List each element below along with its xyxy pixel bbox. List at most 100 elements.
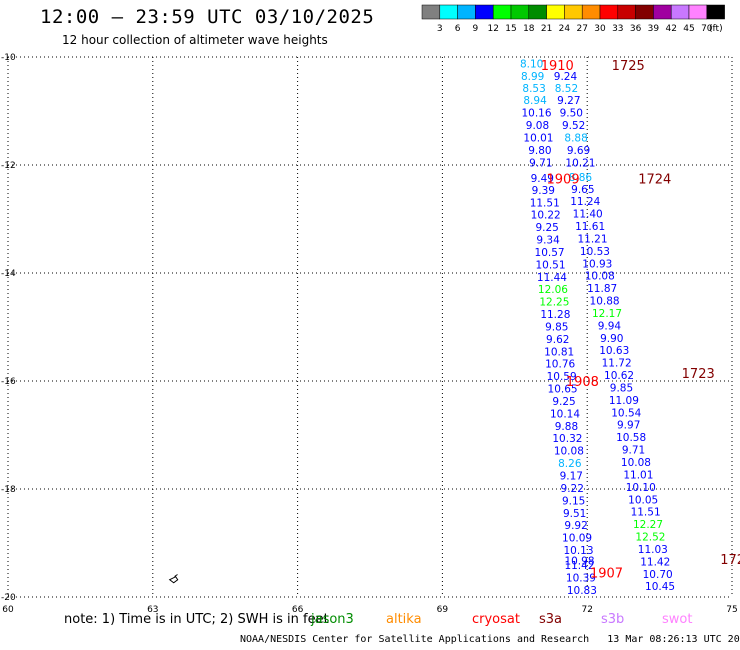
swh-value: 9.24 [554, 71, 578, 83]
y-tick-label: -16 [1, 377, 16, 387]
swh-value: 11.09 [609, 395, 639, 407]
swh-value: 12.27 [633, 519, 663, 531]
swh-value: 10.88 [590, 296, 620, 308]
swh-value: 9.62 [546, 334, 569, 346]
x-tick-label: 75 [726, 605, 737, 615]
swh-value: 10.16 [521, 108, 551, 120]
swh-value: 11.42 [564, 560, 594, 572]
swh-value: 11.28 [540, 309, 570, 321]
track-label: 1909 [547, 173, 580, 188]
swh-value: 9.71 [529, 157, 552, 169]
satellite-jason3: jason3 [311, 612, 354, 627]
legend-tick-label: 45 [683, 24, 694, 34]
swh-value: 10.65 [548, 384, 578, 396]
swh-value: 8.86 [569, 172, 593, 184]
swh-value: 9.69 [567, 145, 590, 157]
swh-value: 10.62 [604, 370, 634, 382]
swh-value: 9.34 [536, 235, 560, 247]
swh-value: 10.08 [554, 446, 584, 458]
swh-value: 9.22 [561, 483, 584, 495]
pass-label: 1725 [612, 59, 645, 74]
swh-value: 11.24 [570, 196, 600, 208]
swh-value: 10.08 [585, 271, 615, 283]
legend-tick-label: 30 [594, 24, 606, 34]
x-tick-label: 66 [292, 605, 304, 615]
swh-value: 10.21 [565, 157, 595, 169]
swh-value: 9.65 [571, 184, 594, 196]
swh-value: 11.51 [631, 507, 661, 519]
swh-value: 8.26 [558, 458, 582, 470]
swh-value: 8.88 [564, 132, 587, 144]
swh-value: 12.25 [539, 297, 569, 309]
swh-value: 9.85 [610, 382, 633, 394]
footer: NOAA/NESDIS Center for Satellite Applica… [240, 634, 740, 645]
swh-value: 10.09 [562, 533, 592, 545]
y-tick-label: -10 [1, 53, 16, 63]
legend-tick-label: 18 [523, 24, 535, 34]
x-tick-label: 63 [147, 605, 158, 615]
swh-value: 10.57 [535, 247, 565, 259]
swh-value: 11.51 [530, 197, 560, 209]
legend-tick-label: 6 [455, 24, 461, 34]
swh-value: 9.27 [557, 95, 580, 107]
swh-value: 10.32 [552, 433, 582, 445]
swh-value: 9.39 [532, 185, 555, 197]
x-tick-label: 72 [581, 605, 592, 615]
swh-value: 9.52 [562, 120, 585, 132]
legend-tick-label: 27 [576, 24, 587, 34]
swh-value: 9.08 [526, 120, 549, 132]
swh-value: 10.13 [563, 545, 593, 557]
page-title: 12:00 — 23:59 UTC 03/10/2025 [40, 6, 375, 28]
pass-label: 1722 [720, 553, 740, 568]
swh-value: 11.21 [577, 233, 607, 245]
swh-value: 11.61 [575, 221, 605, 233]
footer-timestamp: 13 Mar 08:26:13 UTC 2025 [607, 634, 740, 645]
swh-value: 10.14 [550, 408, 580, 420]
x-tick-label: 69 [437, 605, 449, 615]
swh-value: 10.81 [544, 346, 574, 358]
legend-unit: (ft) [709, 24, 723, 34]
pass-label: 1723 [682, 367, 715, 382]
satellite-s3a: s3a [539, 612, 563, 627]
swh-value: 9.90 [600, 333, 623, 345]
legend-tick-label: 42 [665, 24, 676, 34]
swh-value: 10.54 [611, 407, 641, 419]
legend-swatch [706, 4, 725, 20]
swh-value: 12.52 [635, 532, 665, 544]
satellite-swot: swot [662, 612, 693, 627]
swh-value: 10.10 [626, 482, 656, 494]
swh-value: 10.83 [567, 585, 597, 597]
swh-value: 10.45 [645, 581, 675, 593]
swh-value: 10.59 [547, 371, 577, 383]
swh-value: 9.85 [545, 321, 568, 333]
swh-value: 8.99 [521, 71, 544, 83]
swh-value: 9.17 [560, 471, 583, 483]
page-subtitle: 12 hour collection of altimeter wave hei… [62, 33, 328, 47]
swh-value: 9.15 [562, 495, 585, 507]
swh-value: 9.25 [535, 222, 558, 234]
swh-value: 10.51 [535, 259, 565, 271]
swh-value: 10.08 [621, 457, 651, 469]
swh-value: 10.63 [599, 345, 629, 357]
swh-value: 10.76 [545, 359, 575, 371]
x-tick-label: 60 [2, 605, 14, 615]
legend-tick-label: 36 [630, 24, 642, 34]
swh-value: 11.03 [638, 544, 668, 556]
swh-value: 10.53 [580, 246, 610, 258]
y-tick-label: -14 [1, 269, 16, 279]
legend-tick-label: 21 [541, 24, 552, 34]
legend-tick-label: 39 [648, 24, 660, 34]
swh-value: 9.88 [555, 421, 578, 433]
swh-value: 9.49 [531, 173, 554, 185]
swh-value: 10.39 [566, 573, 596, 585]
swh-value: 10.93 [582, 258, 612, 270]
swh-value: 10.22 [531, 210, 561, 222]
legend-tick-label: 24 [559, 24, 571, 34]
swh-value: 9.80 [528, 145, 551, 157]
swh-value: 11.72 [602, 358, 632, 370]
legend-tick-label: 12 [487, 24, 498, 34]
satellite-cryosat: cryosat [472, 612, 520, 627]
swh-value: 11.42 [640, 556, 670, 568]
y-tick-label: -18 [1, 485, 16, 495]
swh-value: 10.58 [616, 432, 646, 444]
